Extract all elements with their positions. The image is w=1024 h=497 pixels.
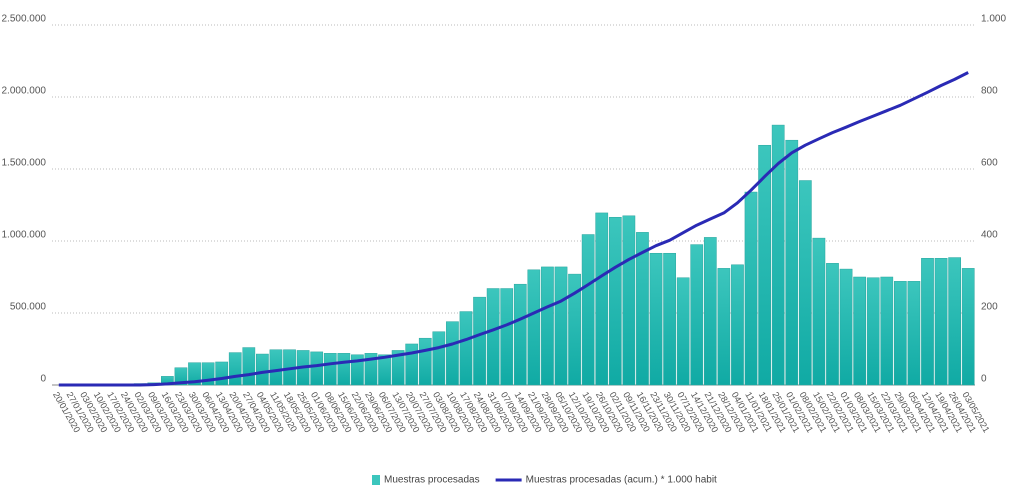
bar [636,232,649,386]
legend-swatch [372,475,380,485]
bar [269,349,283,386]
bar [758,144,771,386]
bar [554,266,568,386]
y-tick-label: 1.000.000 [2,230,47,241]
bar [405,343,419,386]
y2-tick-label: 0 [981,374,987,385]
y2-tick-label: 1.000 [981,14,1006,25]
bar [690,244,704,386]
bar [934,258,948,386]
y2-tick-label: 200 [981,302,998,313]
bar [527,269,541,386]
bar [446,321,459,386]
bar [595,212,609,386]
bar [798,180,812,386]
y-tick-label: 2.500.000 [2,14,47,25]
bar [907,281,921,386]
bar [921,258,934,386]
bar [174,367,188,386]
bar [744,191,758,386]
y2-tick-label: 600 [981,158,998,169]
bar [839,268,853,386]
bar [459,311,473,386]
bar [948,257,961,386]
bar [853,276,866,386]
bar [866,277,880,386]
y-tick-label: 2.000.000 [2,86,47,97]
bar [649,252,663,386]
bar [771,124,785,386]
bar [242,347,256,386]
bar [717,268,731,386]
bar [432,331,446,386]
bar [703,237,717,386]
bar [622,215,636,386]
bar [893,281,907,386]
y2-tick-label: 800 [981,86,998,97]
bar [541,266,554,386]
bar [961,268,975,386]
bar [323,353,337,386]
bar [378,354,391,386]
bar [500,288,514,386]
bar [880,276,894,386]
legend-label: Muestras procesadas (acum.) * 1.000 habi… [526,475,717,486]
bar [608,216,622,386]
bar [188,362,201,386]
bar [310,351,324,386]
bar [256,353,269,386]
bar [676,277,690,386]
bar [581,234,595,386]
y-tick-label: 0 [40,374,46,385]
y-tick-label: 500.000 [10,302,47,313]
legend-label: Muestras procesadas [384,475,480,486]
bar [337,353,351,386]
bar [473,296,486,386]
bar [568,273,581,386]
bar [826,263,839,386]
bar [391,350,405,386]
bar [228,352,242,386]
y2-tick-label: 400 [981,230,998,241]
bar [663,252,676,386]
bar [215,361,229,386]
y-tick-label: 1.500.000 [2,158,47,169]
bar [513,283,527,386]
bar [812,237,826,386]
line [58,71,969,387]
bar [418,337,432,386]
bar [486,288,500,386]
bar [364,353,378,386]
bar [785,139,799,386]
bar [731,264,744,386]
